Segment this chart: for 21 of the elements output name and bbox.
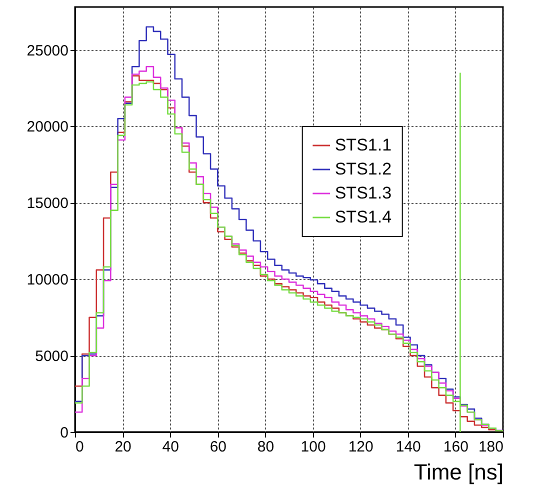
x-tick-label: 0 <box>76 438 84 456</box>
x-axis-title: Time [ns] <box>414 460 504 484</box>
x-tick-label: 60 <box>210 438 227 456</box>
x-tick-label: 140 <box>396 438 421 456</box>
x-tick-label: 120 <box>348 438 374 456</box>
y-tick-label: 0 <box>60 424 68 442</box>
legend-label: STS1.1 <box>334 136 392 154</box>
x-tick-label: 160 <box>443 438 468 456</box>
legend-label: STS1.2 <box>334 160 392 178</box>
legend-label: STS1.3 <box>334 184 392 202</box>
y-tick-label: 20000 <box>26 118 68 136</box>
x-tick-label: 100 <box>300 438 326 456</box>
y-tick-label: 25000 <box>26 42 68 60</box>
y-tick-label: 15000 <box>26 195 68 212</box>
x-tick-label: 180 <box>478 438 504 456</box>
x-tick-label: 20 <box>114 438 132 456</box>
y-tick-label: 10000 <box>26 272 68 289</box>
legend-label: STS1.4 <box>334 208 392 226</box>
y-tick-label: 5000 <box>35 348 68 366</box>
x-tick-label: 80 <box>257 438 274 456</box>
x-tick-label: 40 <box>162 438 179 456</box>
